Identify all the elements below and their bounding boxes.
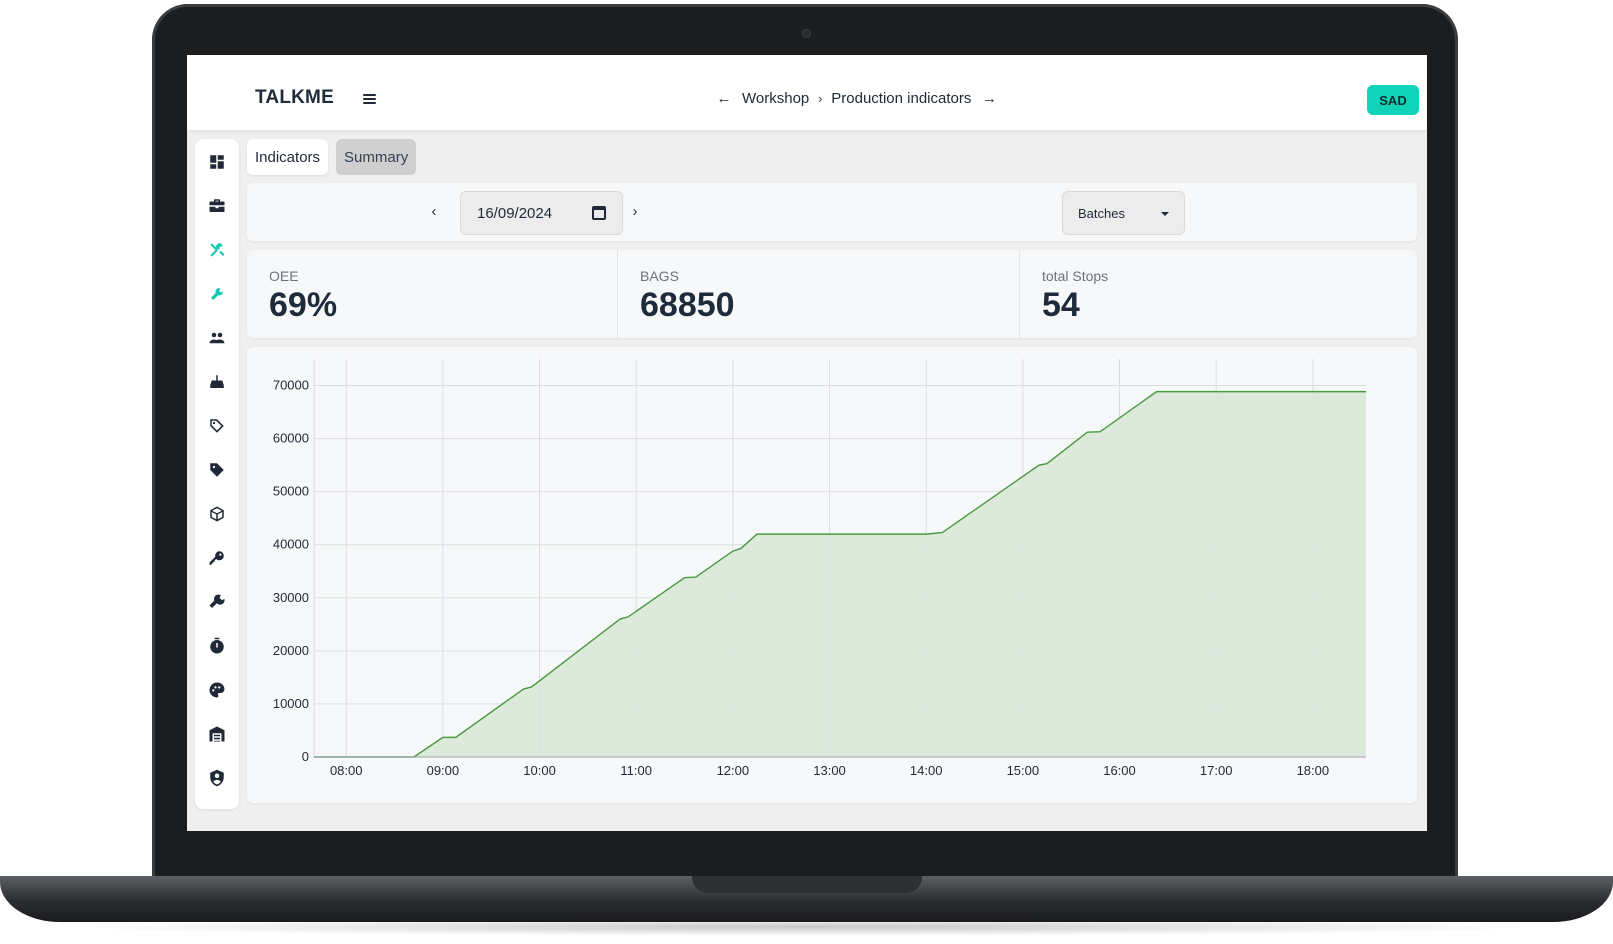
x-tick-label: 10:00 — [523, 763, 556, 778]
filter-bar: ‹ 16/09/2024 › Batches — [247, 183, 1417, 241]
group-by-value: Batches — [1078, 205, 1125, 221]
kpi-label: BAGS — [640, 268, 679, 284]
kpi-value: 69% — [269, 286, 338, 324]
kpi-oee: OEE 69% — [247, 250, 618, 338]
y-tick-label: 30000 — [273, 590, 309, 605]
laptop-shadow — [60, 918, 1553, 936]
operators-icon[interactable] — [206, 327, 228, 349]
tag-outline-icon[interactable] — [206, 415, 228, 437]
timer-icon[interactable] — [206, 635, 228, 657]
wrench-icon[interactable] — [206, 591, 228, 613]
wrench-small-icon[interactable] — [206, 283, 228, 305]
x-tick-label: 13:00 — [813, 763, 846, 778]
brand-logo[interactable]: TALKME — [255, 87, 334, 108]
user-badge[interactable]: SAD — [1367, 85, 1419, 115]
breadcrumb: ← Workshop › Production indicators → — [714, 88, 999, 108]
production-chart: 0 10000 20000 30000 40000 50000 60000 70000 08:0… — [247, 347, 1417, 803]
y-tick-label: 50000 — [273, 484, 309, 499]
caret-down-icon — [1161, 212, 1169, 216]
kpi-bags: BAGS 68850 — [618, 250, 1020, 338]
chevron-left-icon[interactable]: ‹ — [431, 202, 437, 220]
date-input[interactable]: 16/09/2024 — [460, 191, 623, 235]
y-tick-label: 70000 — [273, 378, 309, 393]
group-by-select[interactable]: Batches — [1062, 191, 1185, 235]
app-screen: TALKME ← Workshop › Production indicator… — [187, 55, 1427, 831]
chevron-right-icon[interactable]: › — [632, 202, 638, 220]
date-value: 16/09/2024 — [477, 204, 553, 222]
breadcrumb-production-indicators[interactable]: Production indicators — [831, 89, 972, 107]
x-tick-label: 15:00 — [1007, 763, 1040, 778]
top-bar: TALKME ← Workshop › Production indicator… — [187, 55, 1427, 130]
y-tick-label: 60000 — [273, 431, 309, 446]
series-line — [314, 390, 1366, 758]
x-tick-label: 17:00 — [1200, 763, 1233, 778]
series-area — [314, 391, 1366, 757]
palette-icon[interactable] — [206, 679, 228, 701]
arrow-left-icon[interactable]: ← — [716, 89, 732, 107]
sidebar — [195, 139, 239, 809]
briefcase-icon[interactable] — [206, 195, 228, 217]
y-tick-label: 40000 — [273, 537, 309, 552]
x-tick-label: 09:00 — [427, 763, 460, 778]
tab-indicators[interactable]: Indicators — [247, 139, 329, 175]
tag-filled-icon[interactable] — [206, 459, 228, 481]
kpi-label: total Stops — [1042, 268, 1109, 284]
y-tick-label: 0 — [302, 749, 309, 764]
kpi-value: 68850 — [640, 286, 735, 324]
chart-canvas: 0 10000 20000 30000 40000 50000 60000 70000 08:0… — [273, 359, 1366, 778]
x-tick-label: 18:00 — [1297, 763, 1330, 778]
kpi-total-stops: total Stops 54 — [1020, 250, 1417, 338]
inbox-icon[interactable] — [206, 371, 228, 393]
x-tick-label: 08:00 — [330, 763, 363, 778]
kpi-row: OEE 69% BAGS 68850 total Stops 54 — [247, 250, 1417, 338]
x-tick-label: 11:00 — [620, 763, 652, 778]
kpi-label: OEE — [269, 268, 299, 284]
x-tick-label: 12:00 — [717, 763, 750, 778]
arrow-right-icon[interactable]: → — [981, 89, 997, 107]
chevron-right-icon: › — [818, 90, 823, 106]
tools-icon[interactable] — [206, 239, 228, 261]
shield-user-icon[interactable] — [206, 767, 228, 789]
kpi-value: 54 — [1042, 286, 1080, 324]
tab-bar: Indicators Summary — [247, 139, 417, 175]
tab-summary[interactable]: Summary — [336, 139, 417, 175]
hamburger-menu-icon[interactable] — [363, 94, 376, 104]
x-tick-label: 16:00 — [1103, 763, 1136, 778]
box-icon[interactable] — [206, 503, 228, 525]
calendar-icon[interactable] — [592, 206, 606, 220]
camera — [802, 29, 811, 38]
y-tick-label: 20000 — [273, 643, 309, 658]
laptop-notch — [692, 876, 922, 893]
x-tick-label: 14:00 — [910, 763, 943, 778]
y-tick-label: 10000 — [273, 696, 309, 711]
breadcrumb-workshop[interactable]: Workshop — [742, 89, 810, 107]
warehouse-icon[interactable] — [206, 723, 228, 745]
dashboard-icon[interactable] — [206, 151, 228, 173]
key-icon[interactable] — [206, 547, 228, 569]
